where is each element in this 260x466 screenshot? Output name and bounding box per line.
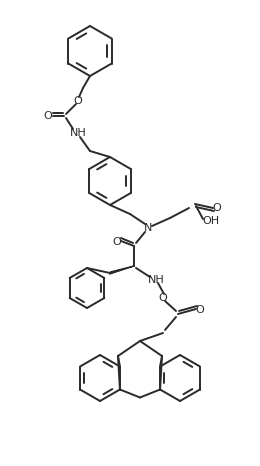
Text: O: O <box>213 203 221 213</box>
Text: O: O <box>113 237 121 247</box>
Text: NH: NH <box>70 128 86 138</box>
Text: NH: NH <box>148 275 164 285</box>
Text: O: O <box>74 96 82 106</box>
Text: O: O <box>159 293 167 303</box>
Text: OH: OH <box>203 216 219 226</box>
Text: N: N <box>144 223 152 233</box>
Text: O: O <box>196 305 204 315</box>
Text: O: O <box>44 111 52 121</box>
